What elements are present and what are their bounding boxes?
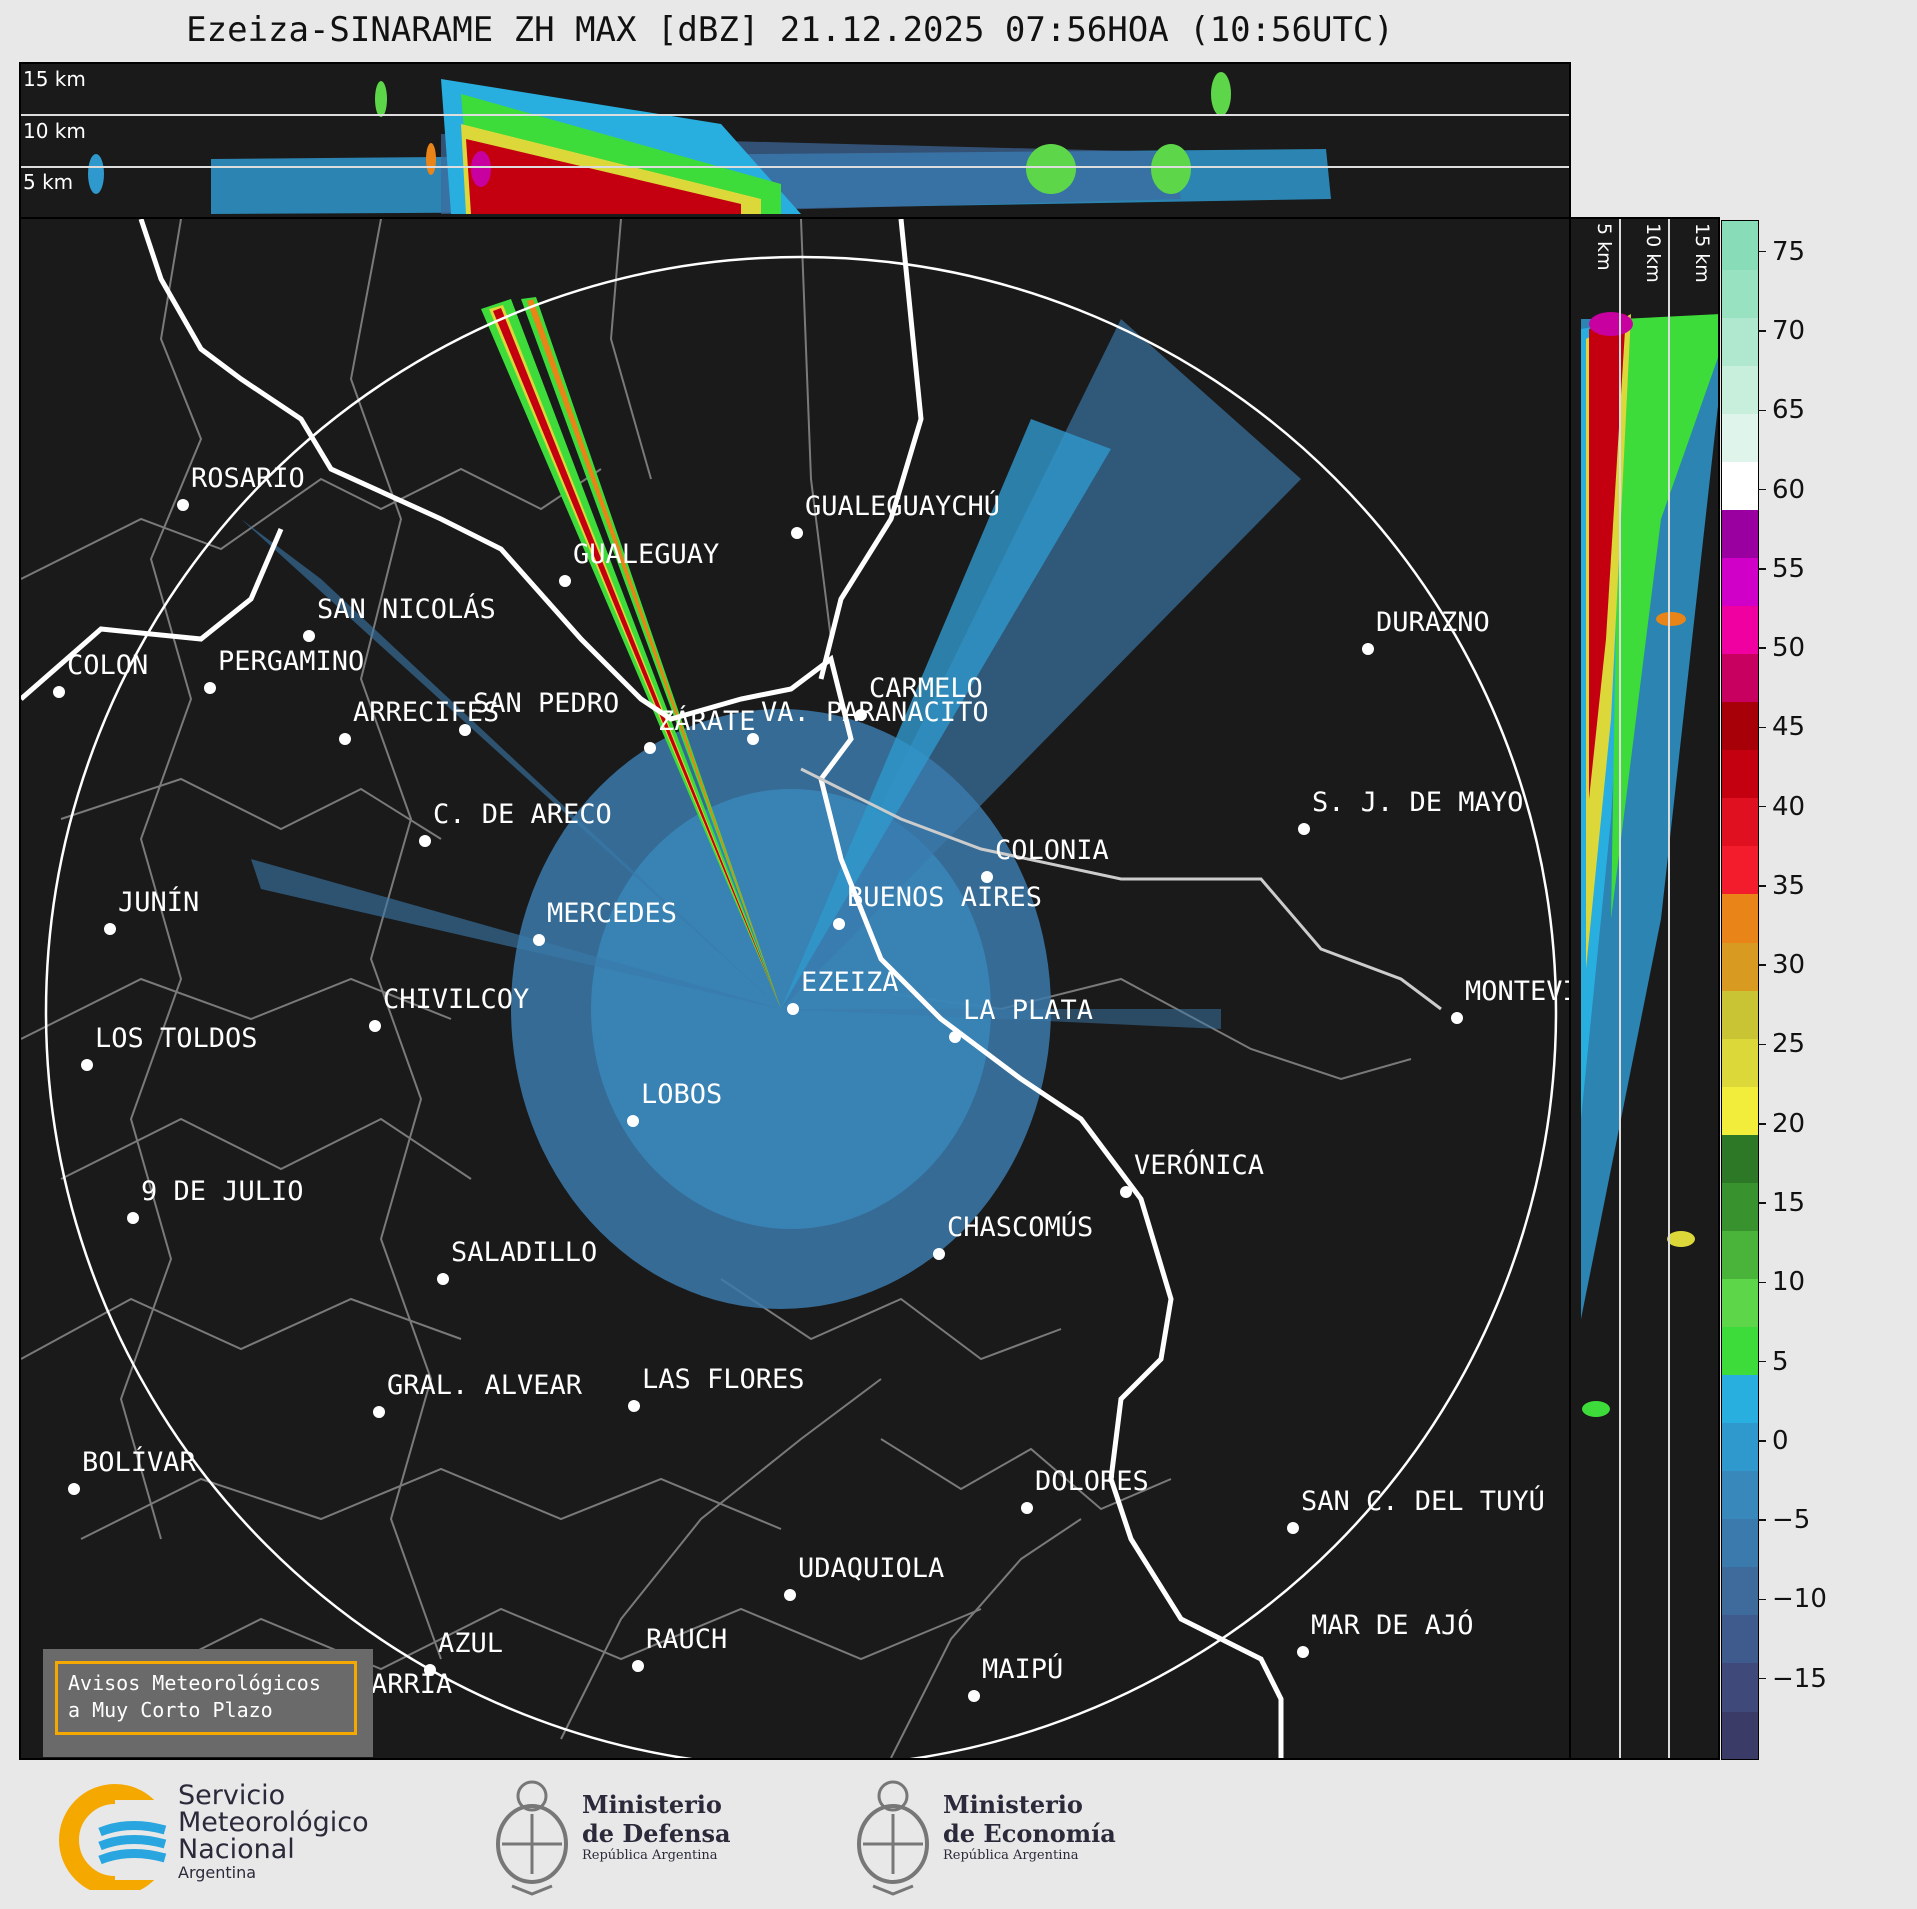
colorbar-band — [1722, 1614, 1758, 1664]
altitude-label: 15 km — [1691, 223, 1713, 283]
colorbar-tick: 25 — [1758, 1029, 1805, 1059]
colorbar-tick: 40 — [1758, 792, 1805, 822]
range-ring — [44, 255, 1558, 1758]
colorbar-band — [1722, 749, 1758, 799]
colorbar-tick: 15 — [1758, 1188, 1805, 1218]
colorbar-tick: 55 — [1758, 554, 1805, 584]
admin-boundaries — [21, 219, 1412, 1758]
colorbar-band — [1722, 269, 1758, 318]
top-cross-section-echoes — [88, 72, 1331, 214]
economia-line-1: Ministerio — [943, 1790, 1083, 1819]
colorbar-band — [1722, 1662, 1758, 1712]
altitude-label: 5 km — [1593, 223, 1615, 271]
colorbar-tick: 75 — [1758, 237, 1805, 267]
colorbar-band — [1722, 1710, 1758, 1759]
colorbar-tick: 20 — [1758, 1109, 1805, 1139]
colorbar-band — [1722, 557, 1758, 607]
defensa-seal-icon — [496, 1780, 568, 1896]
colorbar-band — [1722, 1182, 1758, 1231]
colorbar-tick: 50 — [1758, 633, 1805, 663]
smn-line-1: Servicio — [178, 1780, 286, 1811]
footer-logos: Servicio Meteorológico Nacional Argentin… — [0, 1762, 1917, 1909]
colorbar-band — [1722, 365, 1758, 414]
radar-echoes — [241, 297, 1301, 1309]
colorbar-tick: 70 — [1758, 316, 1805, 346]
colorbar-tick: 60 — [1758, 475, 1805, 505]
colorbar-tick: −10 — [1758, 1584, 1827, 1614]
smn-logo-icon — [59, 1784, 185, 1890]
colorbar-tick: −15 — [1758, 1664, 1827, 1694]
colorbar-band — [1722, 893, 1758, 943]
colorbar-tick: 35 — [1758, 871, 1805, 901]
colorbar-tick: 5 — [1758, 1347, 1789, 1377]
defensa-line-2: de Defensa — [582, 1819, 731, 1848]
colorbar-tick: 30 — [1758, 950, 1805, 980]
colorbar-band — [1722, 317, 1758, 366]
colorbar-band — [1722, 797, 1758, 847]
colorbar-band — [1722, 1470, 1758, 1520]
smn-logo-text: Servicio Meteorológico Nacional Argentin… — [178, 1782, 369, 1883]
altitude-line-10km — [21, 114, 1569, 116]
smn-line-4: Argentina — [178, 1863, 257, 1882]
economia-logo-text: Ministerio de Economía República Argenti… — [943, 1790, 1116, 1863]
altitude-line-10km — [1668, 219, 1670, 1758]
colorbar-band — [1722, 605, 1758, 655]
colorbar-band — [1722, 461, 1758, 510]
altitude-label: 5 km — [23, 170, 74, 194]
economia-line-2: de Economía — [943, 1819, 1116, 1848]
colorbar-band — [1722, 653, 1758, 703]
side-cross-section-panel: 5 km 10 km 15 km — [1569, 217, 1720, 1760]
altitude-line-5km — [1619, 219, 1621, 1758]
reflectivity-colorbar — [1721, 220, 1759, 1760]
chart-title: Ezeiza-SINARAME ZH MAX [dBZ] 21.12.2025 … — [186, 10, 1394, 50]
colorbar-tick: 65 — [1758, 395, 1805, 425]
colorbar-tick: 0 — [1758, 1426, 1789, 1456]
colorbar-band — [1722, 1518, 1758, 1568]
colorbar-band — [1722, 1422, 1758, 1472]
colorbar-band — [1722, 1278, 1758, 1328]
colorbar-band — [1722, 1134, 1758, 1183]
defensa-logo-text: Ministerio de Defensa República Argentin… — [582, 1790, 731, 1863]
altitude-label: 10 km — [1642, 223, 1664, 283]
avisos-line-1: Avisos Meteorológicos — [68, 1671, 321, 1695]
altitude-line-5km — [21, 166, 1569, 168]
top-cross-section-panel: 15 km 10 km 5 km — [19, 62, 1571, 219]
colorbar-band — [1722, 1086, 1758, 1135]
colorbar-tick: −5 — [1758, 1505, 1810, 1535]
colorbar-band — [1722, 221, 1758, 270]
radar-map-svg — [21, 219, 1558, 1758]
side-cross-section-echoes — [1581, 312, 1718, 1417]
colorbar-band — [1722, 941, 1758, 991]
colorbar-band — [1722, 990, 1758, 1039]
smn-line-3: Nacional — [178, 1834, 295, 1865]
altitude-label: 15 km — [23, 67, 86, 91]
colorbar-band — [1722, 413, 1758, 462]
colorbar-tick: 10 — [1758, 1267, 1805, 1297]
uruguay-coast — [800, 767, 1442, 1011]
colorbar-band — [1722, 701, 1758, 751]
economia-line-3: República Argentina — [943, 1848, 1079, 1863]
avisos-link-box[interactable]: Avisos Meteorológicos a Muy Corto Plazo — [43, 1649, 373, 1757]
colorbar-band — [1722, 1374, 1758, 1424]
colorbar-band — [1722, 1230, 1758, 1279]
colorbar-band — [1722, 1326, 1758, 1376]
avisos-line-2: a Muy Corto Plazo — [68, 1698, 273, 1722]
radar-map-panel: ROSARIO GUALEGUAYCHÚ GUALEGUAY SAN NICOL… — [19, 217, 1571, 1760]
colorbar-band — [1722, 845, 1758, 895]
economia-seal-icon — [857, 1780, 929, 1896]
colorbar-band — [1722, 1038, 1758, 1087]
defensa-line-3: República Argentina — [582, 1848, 718, 1863]
smn-line-2: Meteorológico — [178, 1807, 369, 1838]
defensa-line-1: Ministerio — [582, 1790, 722, 1819]
colorbar-tick: 45 — [1758, 712, 1805, 742]
colorbar-band — [1722, 1566, 1758, 1616]
colorbar-ticks: 75 70 65 60 55 50 45 40 35 30 25 20 15 10 5 0 −5 −10 −15 — [1758, 220, 1858, 1760]
colorbar-band — [1722, 509, 1758, 559]
altitude-label: 10 km — [23, 119, 86, 143]
